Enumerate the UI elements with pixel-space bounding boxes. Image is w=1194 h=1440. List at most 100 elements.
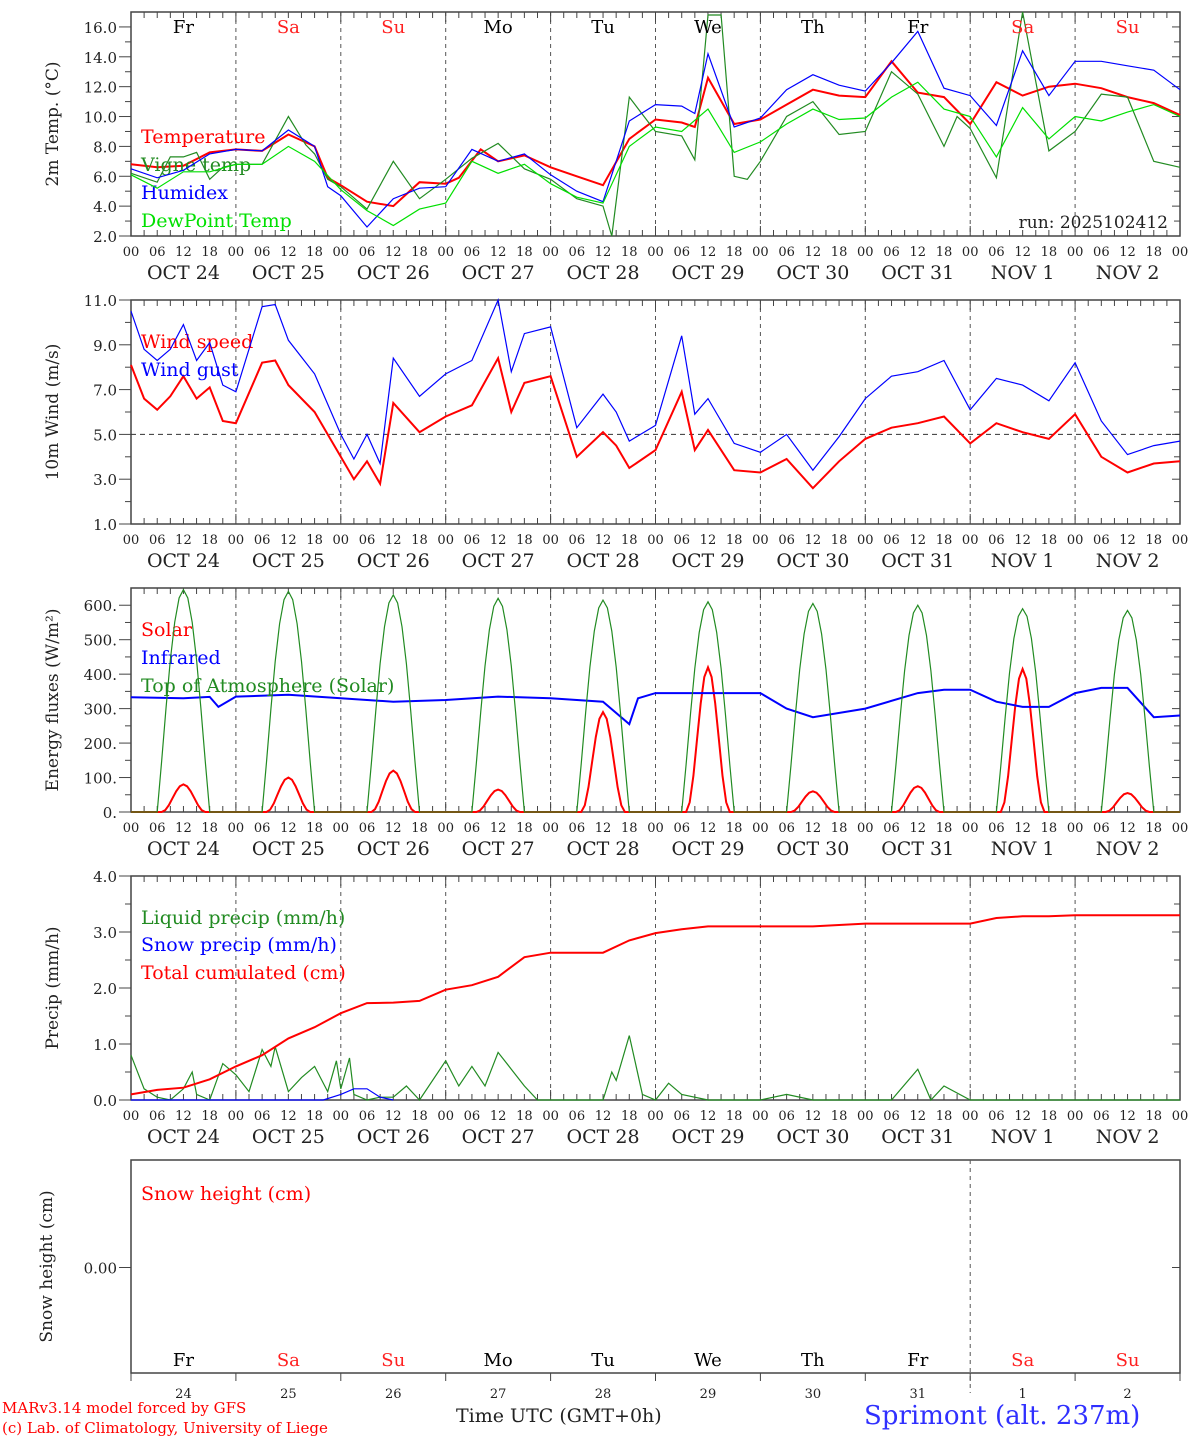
day-name-label: Mo — [484, 1350, 513, 1371]
hour-tick-label: 06 — [464, 245, 481, 260]
date-label: OCT 26 — [357, 262, 430, 284]
y-axis-label: 2m Temp. (°C) — [43, 61, 63, 186]
y-tick-label: 4.0 — [93, 198, 117, 216]
y-tick-label: 11.0 — [84, 292, 117, 310]
hour-tick-label: 00 — [333, 821, 350, 836]
hour-tick-label: 06 — [673, 245, 690, 260]
date-label: OCT 31 — [881, 838, 954, 860]
hour-tick-label: 06 — [569, 533, 586, 548]
hour-tick-label: 00 — [1067, 1109, 1084, 1124]
hour-tick-label: 00 — [542, 533, 559, 548]
hour-tick-label: 00 — [228, 1109, 245, 1124]
panel-2: 00 06 12 18 00 06 12 18 00 06 12 18 00 06 12 18 00 06 12 18… — [43, 587, 1188, 860]
hour-tick-label: 18 — [201, 533, 218, 548]
hour-tick-label: 18 — [411, 533, 428, 548]
date-label: NOV 2 — [1096, 838, 1160, 860]
legend-item: Snow height (cm) — [141, 1183, 311, 1205]
date-label: OCT 29 — [671, 1126, 744, 1148]
date-label: NOV 2 — [1096, 262, 1160, 284]
hour-tick-label: 06 — [673, 533, 690, 548]
hour-tick-label: 00 — [123, 821, 140, 836]
y-tick-label: 7.0 — [93, 382, 117, 400]
y-axis-label: Energy fluxes (W/m²) — [43, 609, 63, 792]
hour-tick-label: 18 — [1041, 245, 1058, 260]
hour-tick-label: 00 — [1067, 533, 1084, 548]
hour-tick-label: 06 — [254, 1109, 271, 1124]
hour-tick-label: 06 — [149, 245, 166, 260]
hour-tick-label: 12 — [700, 533, 717, 548]
hour-tick-label: 06 — [988, 821, 1005, 836]
hour-tick-label: 12 — [385, 1109, 402, 1124]
lab-credit: (c) Lab. of Climatology, University of L… — [2, 1419, 328, 1437]
hour-tick-label: 12 — [595, 821, 612, 836]
day-name-label: Sa — [1011, 1350, 1034, 1371]
date-label: OCT 30 — [776, 550, 849, 572]
hour-tick-label: 06 — [149, 821, 166, 836]
y-tick-label: 2.0 — [93, 228, 117, 246]
hour-tick-label: 12 — [805, 821, 822, 836]
hour-tick-label: 00 — [437, 1109, 454, 1124]
date-label: OCT 28 — [567, 838, 640, 860]
day-name-label: Sa — [1011, 17, 1034, 38]
hour-tick-label: 00 — [1172, 245, 1189, 260]
y-tick-label: 2.0 — [93, 980, 117, 998]
hour-tick-label: 00 — [228, 245, 245, 260]
day-name-label: Fr — [173, 17, 194, 38]
y-tick-label: 200. — [84, 735, 117, 753]
hour-tick-label: 06 — [988, 245, 1005, 260]
hour-tick-label: 00 — [857, 821, 874, 836]
hour-tick-label: 06 — [1093, 533, 1110, 548]
date-label: OCT 31 — [881, 550, 954, 572]
y-tick-label: 400. — [84, 666, 117, 684]
y-tick-label: 16.0 — [84, 19, 117, 37]
hour-tick-label: 18 — [831, 1109, 848, 1124]
day-number-label: 2 — [1123, 1387, 1131, 1402]
series-line-vigne-temp — [130, 11, 1181, 237]
hour-tick-label: 12 — [595, 245, 612, 260]
hour-tick-label: 06 — [149, 1109, 166, 1124]
hour-tick-label: 00 — [857, 1109, 874, 1124]
date-label: NOV 2 — [1096, 1126, 1160, 1148]
date-label: OCT 31 — [881, 1126, 954, 1148]
hour-tick-label: 18 — [726, 533, 743, 548]
hour-tick-label: 18 — [726, 245, 743, 260]
hour-tick-label: 12 — [385, 533, 402, 548]
hour-tick-label: 06 — [464, 533, 481, 548]
hour-tick-label: 06 — [778, 533, 795, 548]
hour-tick-label: 00 — [542, 245, 559, 260]
hour-tick-label: 12 — [385, 821, 402, 836]
day-number-label: 1 — [1019, 1387, 1027, 1402]
hour-tick-label: 12 — [1014, 821, 1031, 836]
hour-tick-label: 12 — [1014, 245, 1031, 260]
hour-tick-label: 06 — [149, 533, 166, 548]
y-tick-label: 8.0 — [93, 138, 117, 156]
hour-tick-label: 00 — [437, 533, 454, 548]
hour-tick-label: 18 — [516, 533, 533, 548]
hour-tick-label: 06 — [673, 1109, 690, 1124]
series-line-wind-speed — [130, 355, 1181, 490]
day-name-label: We — [694, 17, 722, 38]
y-tick-label: 4.0 — [93, 868, 117, 886]
hour-tick-label: 06 — [254, 245, 271, 260]
hour-tick-label: 00 — [333, 533, 350, 548]
hour-tick-label: 18 — [936, 245, 953, 260]
series-line-snow-precip-mm-h- — [131, 1088, 394, 1101]
hour-tick-label: 00 — [123, 245, 140, 260]
hour-tick-label: 18 — [201, 821, 218, 836]
hour-tick-label: 18 — [621, 533, 638, 548]
series-line-liquid-precip-mm-h- — [130, 1035, 1180, 1102]
legend-item: Infrared — [141, 647, 221, 669]
legend-item: Total cumulated (cm) — [141, 962, 346, 984]
date-label: OCT 25 — [252, 838, 325, 860]
day-name-label: Th — [801, 1350, 825, 1371]
hour-tick-label: 18 — [201, 245, 218, 260]
hour-tick-label: 18 — [936, 1109, 953, 1124]
hour-tick-label: 06 — [778, 821, 795, 836]
y-tick-label: 0.0 — [93, 1092, 117, 1110]
legend-item: Temperature — [141, 126, 265, 148]
hour-tick-label: 00 — [542, 1109, 559, 1124]
y-tick-label: 1.0 — [93, 1036, 117, 1054]
hour-tick-label: 12 — [280, 1109, 297, 1124]
hour-tick-label: 12 — [700, 821, 717, 836]
hour-tick-label: 06 — [254, 533, 271, 548]
